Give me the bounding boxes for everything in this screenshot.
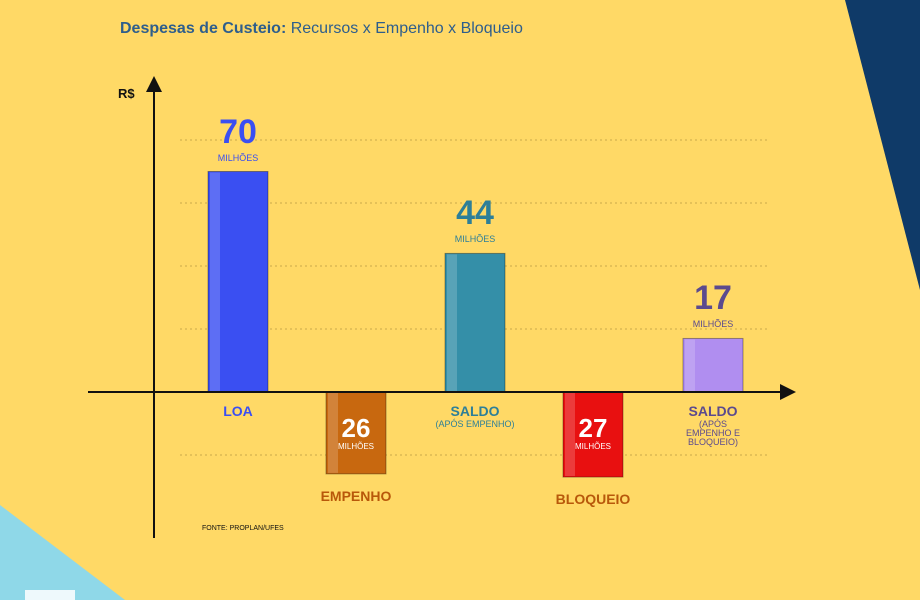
title-rest: Recursos x Empenho x Bloqueio bbox=[286, 20, 523, 37]
value-label: 27 bbox=[578, 413, 608, 443]
bars-group bbox=[207, 171, 744, 478]
bar-shine bbox=[685, 339, 695, 391]
title-bold: Despesas de Custeio: bbox=[120, 20, 287, 37]
category-label: SALDO bbox=[688, 403, 738, 419]
bar-shine bbox=[210, 172, 220, 391]
value-label: 17 bbox=[694, 279, 732, 318]
bar-1 bbox=[207, 171, 269, 393]
category-label: EMPENHO bbox=[320, 487, 392, 504]
unit-label: MILHÕES bbox=[692, 319, 734, 330]
bar-shine bbox=[447, 254, 457, 391]
source-note: FONTE: PROPLAN/UFES bbox=[202, 525, 284, 532]
corner-mark bbox=[25, 590, 75, 600]
category-sub: (APÓS EMPENHO E BLOQUEIO) bbox=[685, 419, 740, 447]
value-label: 44 bbox=[456, 194, 494, 233]
bar-shine bbox=[328, 393, 338, 473]
navy-decoration bbox=[845, 0, 920, 290]
unit-label: MILHÕES bbox=[454, 234, 496, 245]
unit-label: MILHÕES bbox=[574, 442, 611, 451]
category-label: SALDO bbox=[450, 403, 500, 419]
bar-2 bbox=[325, 391, 387, 475]
bar-shine bbox=[565, 393, 575, 477]
category-label: BLOQUEIO bbox=[555, 491, 631, 508]
bar-3 bbox=[444, 252, 506, 393]
bar-4 bbox=[562, 391, 624, 478]
chart-title: Despesas de Custeio: Recursos x Empenho … bbox=[120, 20, 523, 38]
cyan-decoration bbox=[0, 505, 125, 600]
unit-label: MILHÕES bbox=[217, 152, 259, 163]
category-sub: (APÓS EMPENHO) bbox=[435, 419, 515, 429]
value-label: 70 bbox=[219, 112, 257, 151]
unit-label: MILHÕES bbox=[337, 442, 374, 451]
value-label: 26 bbox=[341, 413, 371, 443]
y-axis-label: R$ bbox=[118, 86, 135, 101]
category-label: LOA bbox=[223, 403, 253, 419]
